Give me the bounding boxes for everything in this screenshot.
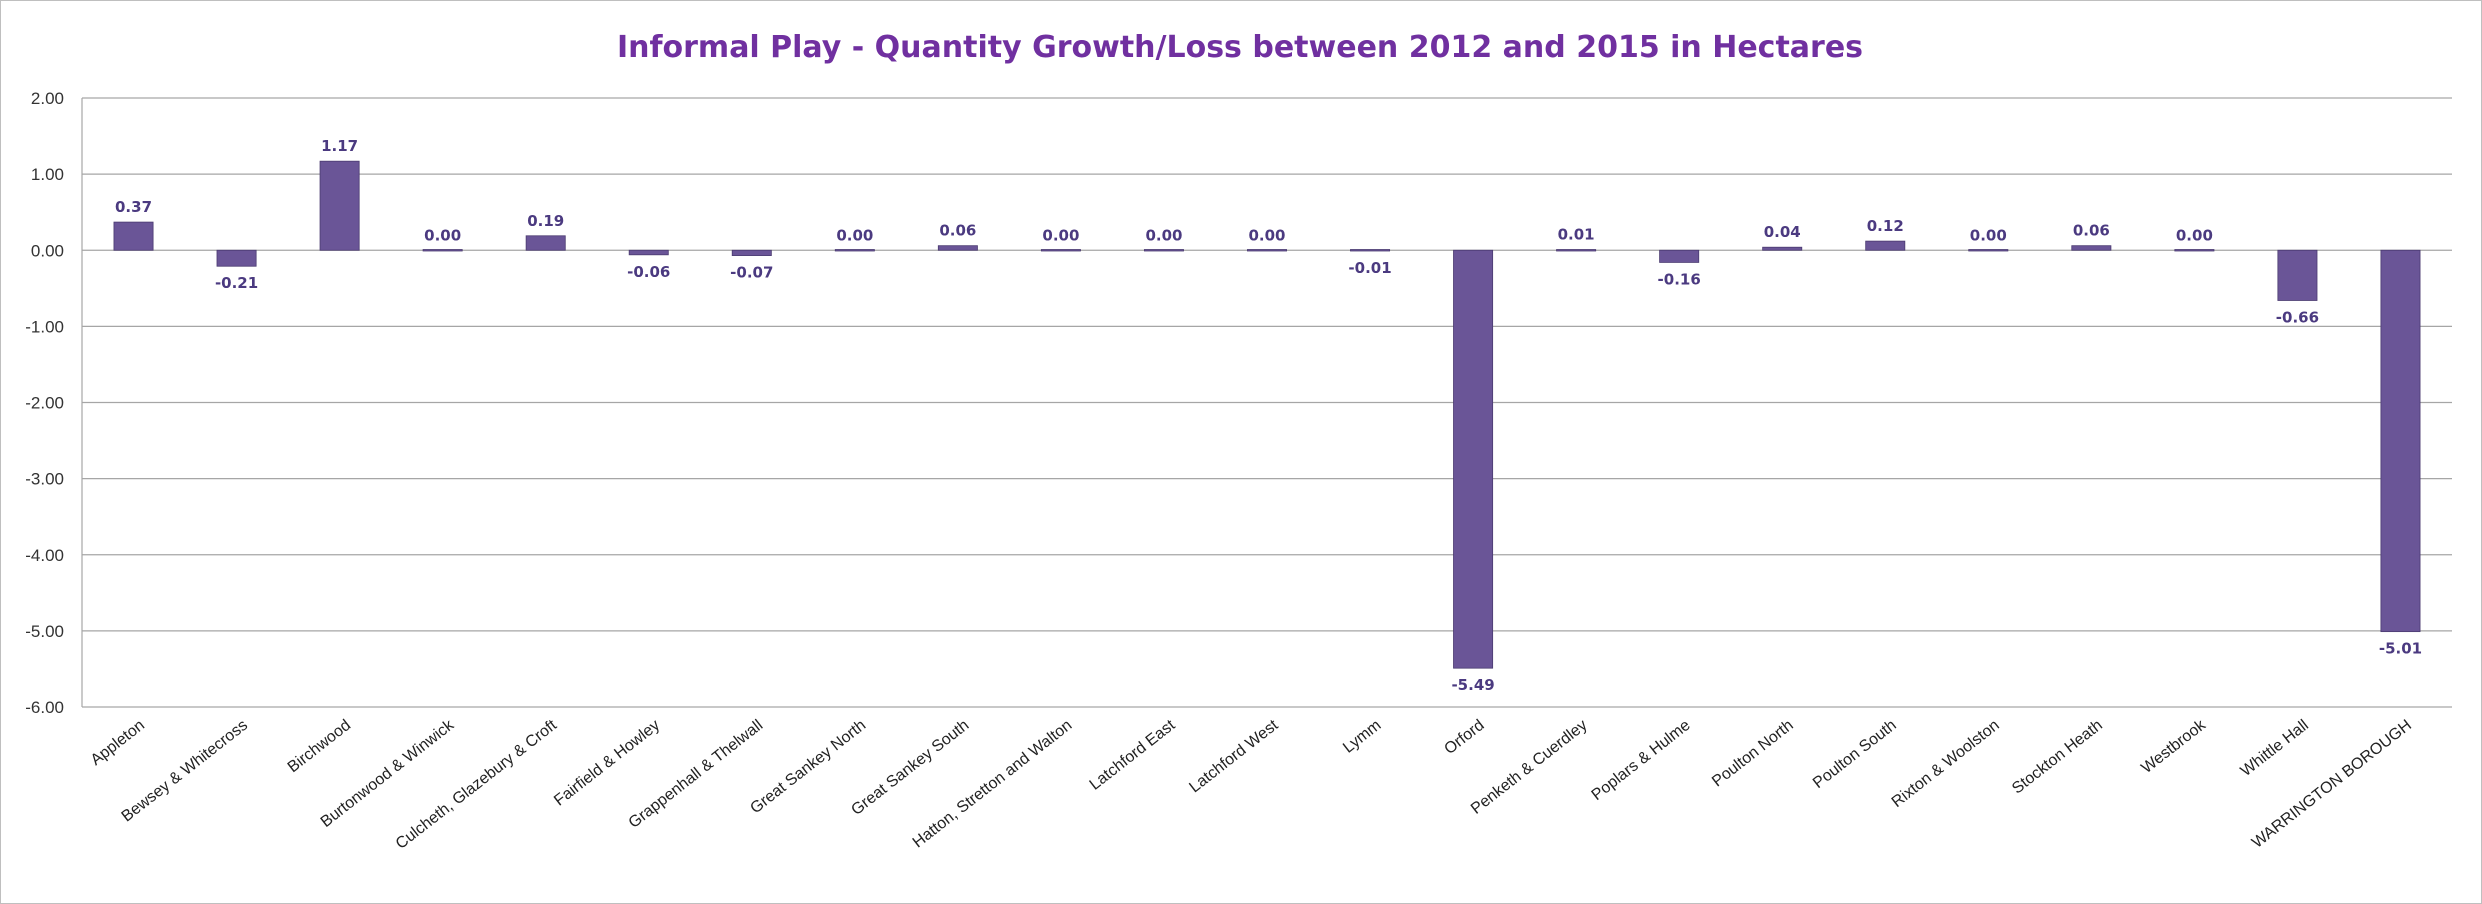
bar — [1247, 249, 1287, 252]
bar — [937, 245, 978, 251]
category-label: Penketh & Cuerdley — [1468, 717, 1591, 818]
category-label: Birchwood — [285, 717, 354, 776]
data-label: 0.06 — [939, 222, 976, 240]
data-label: -0.16 — [1658, 270, 1701, 288]
bar — [1453, 249, 1494, 669]
data-label: 0.19 — [527, 212, 564, 230]
category-label: Rixton & Woolston — [1889, 717, 2003, 811]
bar — [1350, 249, 1391, 252]
data-label: 0.00 — [1145, 226, 1182, 244]
bars — [113, 160, 2421, 669]
category-label: Latchford West — [1186, 716, 1281, 796]
data-label: 0.37 — [115, 198, 152, 216]
category-label: Culcheth, Glazebury & Croft — [393, 716, 561, 852]
category-label: Fairfield & Howley — [551, 717, 663, 810]
data-label: 0.00 — [424, 226, 461, 244]
data-label: -5.49 — [1451, 676, 1494, 694]
data-label: 0.12 — [1867, 217, 1904, 235]
y-tick-label: 1.00 — [31, 165, 64, 184]
bar — [834, 249, 875, 252]
bar — [319, 160, 360, 251]
y-tick-label: -6.00 — [25, 698, 64, 717]
category-label: Lymm — [1340, 717, 1384, 757]
category-label: Orford — [1441, 717, 1487, 758]
data-label: -0.01 — [1348, 259, 1391, 277]
y-tick-label: -1.00 — [25, 317, 64, 336]
bar — [216, 249, 257, 267]
y-tick-label: -5.00 — [25, 622, 64, 641]
data-label: -0.21 — [215, 274, 258, 292]
bar — [1968, 249, 2009, 252]
bar — [422, 249, 463, 252]
bar — [2174, 249, 2215, 252]
data-label: 0.00 — [1042, 226, 1079, 244]
bar — [525, 235, 566, 251]
data-labels: 0.37 -0.21 1.17 0.00 0.19 -0.06 -0.07 0.00 0.06 0… — [115, 137, 2422, 694]
data-label: 0.04 — [1764, 223, 1801, 241]
bar — [2071, 245, 2112, 251]
data-label: -5.01 — [2379, 640, 2422, 658]
category-label: WARRINGTON BOROUGH — [2249, 717, 2415, 852]
y-tick-label: 0.00 — [31, 241, 64, 260]
gridlines — [81, 97, 2452, 708]
bar — [2277, 249, 2318, 301]
data-label: 0.01 — [1558, 225, 1595, 243]
data-label: -0.06 — [627, 263, 670, 281]
bar — [628, 249, 669, 256]
data-label: 0.00 — [1970, 226, 2007, 244]
bar — [1865, 240, 1906, 251]
bar — [1556, 249, 1597, 252]
category-label: Westbrook — [2138, 716, 2209, 777]
y-tick-label: -4.00 — [25, 546, 64, 565]
bar — [731, 249, 772, 256]
data-label: 0.00 — [836, 226, 873, 244]
category-label: Whittle Hall — [2238, 717, 2312, 780]
y-tick-label: -3.00 — [25, 470, 64, 489]
data-label: 0.00 — [2176, 226, 2213, 244]
category-label: Poulton North — [1709, 717, 1797, 791]
bar — [1040, 249, 1081, 252]
bar — [1659, 249, 1700, 263]
data-label: 1.17 — [321, 137, 358, 155]
bar — [1143, 249, 1184, 252]
category-label: Stockton Heath — [2009, 717, 2106, 798]
category-label: Latchford East — [1087, 716, 1179, 793]
y-tick-label: 2.00 — [31, 89, 64, 108]
data-label: -0.66 — [2276, 308, 2319, 326]
category-label: Poplars & Hulme — [1589, 717, 1694, 804]
data-label: -0.07 — [730, 264, 773, 282]
category-label: Appleton — [88, 717, 148, 769]
bar — [113, 221, 154, 251]
data-label: 0.06 — [2073, 222, 2110, 240]
bar — [1762, 246, 1803, 251]
bar — [2380, 249, 2421, 633]
chart-title: Informal Play - Quantity Growth/Loss bet… — [616, 30, 1864, 65]
category-label: Poulton South — [1810, 717, 1900, 792]
y-axis-ticks: 2.00 1.00 0.00 -1.00 -2.00 -3.00 -4.00 -5.00 -6.… — [25, 89, 64, 717]
y-tick-label: -2.00 — [25, 394, 64, 413]
data-label: 0.00 — [1248, 226, 1285, 244]
